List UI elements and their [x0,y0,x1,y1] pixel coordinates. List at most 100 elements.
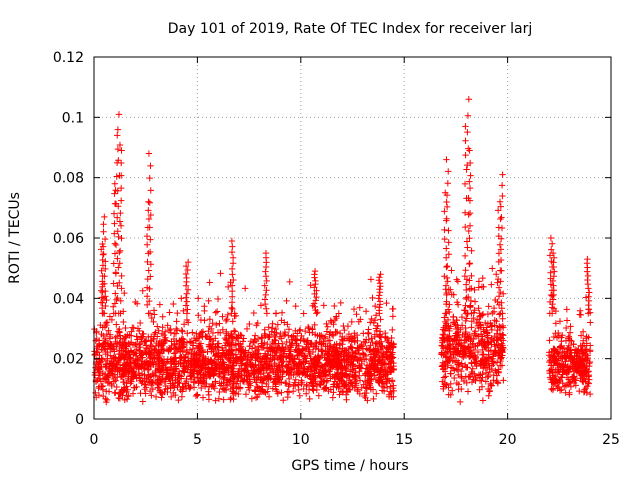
data-point [117,209,124,217]
data-point [311,290,318,298]
data-point [98,246,105,253]
data-point [121,362,129,369]
data-point [497,310,504,317]
data-point [184,286,192,293]
data-point [342,370,350,378]
data-point [213,321,220,329]
data-point [112,270,120,277]
data-point [122,347,130,355]
data-point [178,388,186,395]
data-point [336,330,344,337]
data-point [281,328,289,336]
data-point [323,320,330,328]
data-point [377,374,385,381]
data-point [337,299,345,307]
data-point [276,367,284,374]
data-point [193,368,201,375]
data-point [220,368,228,376]
data-point [155,384,162,391]
data-point [148,314,155,322]
data-point [114,126,122,133]
data-point [253,322,260,329]
data-point [100,221,107,228]
data-point [585,380,592,387]
y-tick-label: 0.06 [53,231,84,247]
data-point [161,378,168,385]
data-point [388,378,396,385]
data-point [113,321,120,328]
data-point [480,283,487,291]
data-point [190,334,198,342]
data-point [165,373,172,380]
data-point [354,345,361,352]
data-point [494,275,502,283]
data-point [460,339,468,347]
data-point [353,355,361,362]
data-point [500,377,507,384]
data-point [446,325,453,332]
data-point [245,380,252,388]
data-point [147,261,155,268]
data-point [98,267,105,274]
data-point [145,371,152,378]
data-point [496,362,504,369]
data-point [115,264,122,271]
data-point [446,308,453,316]
data-point [117,222,125,229]
data-point [151,330,158,338]
data-point [174,309,181,317]
data-point [236,384,244,391]
data-point [99,262,107,269]
data-point [353,311,360,318]
data-point [451,319,458,327]
data-point [344,322,352,330]
data-point [215,365,223,373]
data-point [228,287,236,295]
data-point [185,382,192,389]
data-point [563,306,570,313]
data-point [280,332,288,339]
data-point [110,378,117,385]
data-point [230,276,237,284]
data-point [159,313,166,320]
data-point [369,386,377,393]
data-point [439,334,446,341]
data-point [327,317,334,324]
data-point [199,394,207,401]
data-point [371,357,378,364]
data-point [184,258,192,266]
data-point [383,347,391,355]
data-point [190,342,197,349]
data-point [454,361,462,368]
data-point [570,340,577,348]
data-point [220,379,227,386]
data-point [265,393,273,400]
data-point [366,346,373,354]
data-point [321,353,328,361]
data-point [586,358,594,366]
data-point [294,351,301,359]
data-point [134,363,142,370]
data-point [158,394,165,401]
data-point [122,333,129,340]
data-point [95,391,103,399]
data-point [461,352,469,359]
data-point [126,340,134,348]
data-point [458,322,466,329]
data-point [205,396,213,403]
data-point [96,372,104,379]
data-point [456,398,464,406]
data-point [368,335,375,342]
data-point [195,295,202,302]
data-point [127,380,134,387]
data-point [176,338,183,345]
data-point [111,240,119,247]
data-point [451,345,458,353]
x-tick-label: 10 [292,432,310,448]
data-point [262,273,270,280]
data-point [471,298,479,305]
data-point [287,371,295,378]
data-point [136,319,144,327]
data-point [465,96,473,103]
data-point [356,368,363,375]
